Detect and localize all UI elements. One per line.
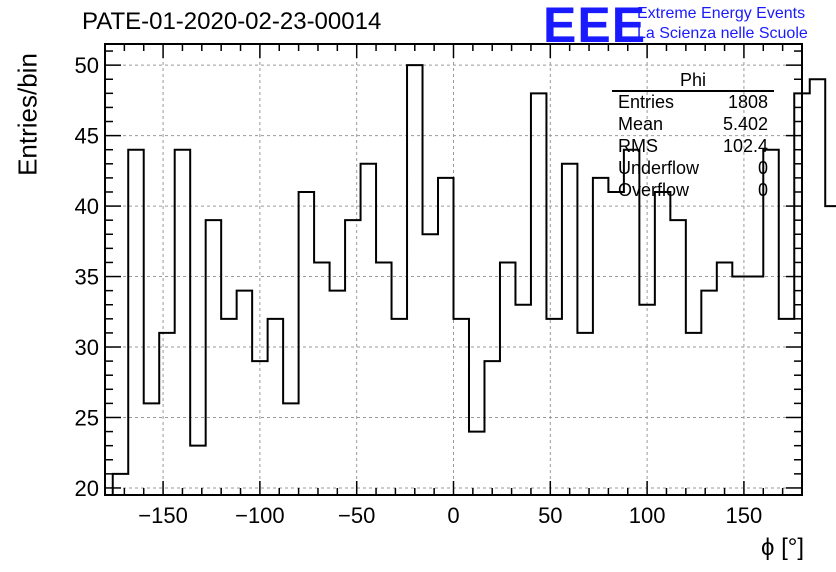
histogram-bin (577, 333, 592, 495)
x-tick-label: −100 (235, 503, 285, 528)
histogram-bin (515, 305, 530, 495)
stat-value: 0 (757, 180, 768, 200)
histogram-bin (748, 277, 763, 495)
histogram-bin (221, 319, 236, 495)
histogram-bin (810, 79, 825, 495)
stat-value: 1808 (727, 92, 768, 112)
histogram-bin (190, 446, 205, 495)
x-tick-label: 0 (447, 503, 459, 528)
y-tick-label: 50 (75, 53, 99, 78)
histogram-bin (639, 305, 654, 495)
histogram-bin (469, 432, 484, 495)
histogram-bin (159, 333, 174, 495)
stat-rms: RMS 102.4 (618, 136, 770, 158)
stat-key: RMS (618, 136, 658, 156)
stat-mean: Mean 5.402 (618, 114, 770, 136)
histogram-bin (237, 291, 252, 495)
plot-frame (104, 43, 803, 496)
histogram-bin (825, 206, 836, 495)
histogram-bin (144, 403, 159, 495)
histogram-bin (546, 319, 561, 495)
histogram-bin (717, 262, 732, 495)
stat-key: Underflow (618, 158, 700, 178)
histogram-bin (299, 192, 314, 495)
x-tick-label: 50 (538, 503, 562, 528)
histogram-bin (283, 403, 298, 495)
histogram-bin (175, 150, 190, 495)
histogram-bin (423, 234, 438, 495)
histogram-bin (206, 220, 221, 495)
histogram-bin (531, 93, 546, 495)
x-tick-label: −150 (138, 503, 188, 528)
chart-title: PATE-01-2020-02-23-00014 (82, 8, 382, 35)
histogram-bin (484, 361, 499, 495)
histogram-bin (454, 319, 469, 495)
histogram-bin (608, 192, 623, 495)
y-tick-label: 35 (75, 265, 99, 290)
histogram-bin (593, 178, 608, 495)
histogram-bin (655, 192, 670, 495)
y-tick-label: 45 (75, 124, 99, 149)
stats-header: Phi (612, 68, 774, 92)
histogram-bin (732, 277, 747, 495)
x-axis-label: ϕ [°] (760, 534, 804, 561)
stat-value: 0 (757, 158, 768, 178)
histogram-bin (330, 291, 345, 495)
histogram-bin (407, 65, 422, 495)
tick-labels: −150 −100 −50 0 50 100 150 20 25 30 35 40 45 50 (75, 53, 763, 528)
histogram-bin (376, 262, 391, 495)
axis-ticks (104, 44, 803, 495)
stats-box: Phi Entries 1808 Mean 5.402 RMS 102.4 Un… (612, 68, 774, 208)
histogram-bin (113, 474, 128, 495)
stat-value: 5.402 (722, 114, 768, 134)
y-tick-label: 30 (75, 335, 99, 360)
histogram-bin (670, 220, 685, 495)
histogram-bin (701, 291, 716, 495)
y-tick-label: 20 (75, 476, 99, 501)
logo-line-2: La Scienza nelle Scuole (637, 25, 808, 42)
histogram-bin (438, 178, 453, 495)
y-tick-label: 40 (75, 194, 99, 219)
histogram-bin (392, 319, 407, 495)
histogram-bin (128, 150, 143, 495)
histogram-bin (562, 164, 577, 495)
stat-overflow: Overflow 0 (618, 180, 770, 202)
stat-value: 102.4 (722, 136, 768, 156)
histogram-series (111, 64, 836, 495)
plot-border (104, 43, 803, 496)
x-tick-label: 100 (629, 503, 666, 528)
y-tick-label: 25 (75, 405, 99, 430)
stat-entries: Entries 1808 (618, 92, 770, 114)
stat-key: Entries (618, 92, 675, 112)
logo-caption: Extreme Energy Events La Scienza nelle S… (637, 4, 808, 44)
histogram-outline (111, 64, 836, 495)
histogram-bin (345, 220, 360, 495)
histogram-bin (252, 361, 267, 495)
stat-key: Mean (618, 114, 664, 134)
histogram-bin (779, 319, 794, 495)
histogram-bin (361, 164, 376, 495)
histogram-bin (500, 262, 515, 495)
x-tick-label: 150 (726, 503, 763, 528)
histogram-bin (314, 262, 329, 495)
stat-underflow: Underflow 0 (618, 158, 770, 180)
stat-key: Overflow (618, 180, 690, 200)
logo-line-1: Extreme Energy Events (637, 5, 806, 22)
histogram-bin (268, 319, 283, 495)
histogram-bin (686, 333, 701, 495)
x-tick-label: −50 (338, 503, 375, 528)
